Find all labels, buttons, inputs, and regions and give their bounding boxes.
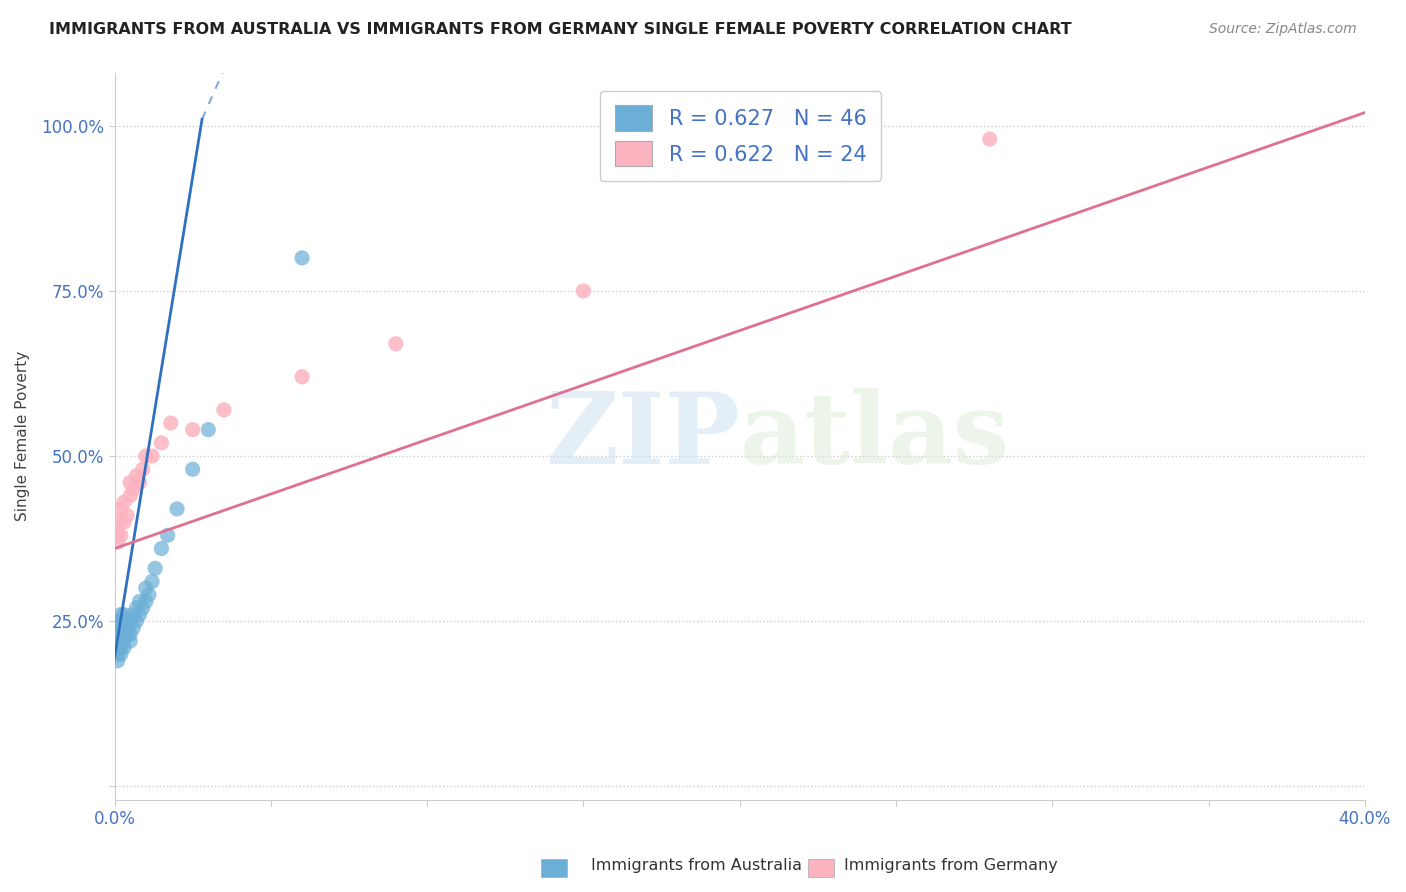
Point [143,561,166,575]
Point [181,462,204,476]
Text: Source: ZipAtlas.com: Source: ZipAtlas.com [1209,22,1357,37]
Point [122,607,145,622]
Point [385,336,408,351]
Point [120,489,142,503]
Text: Immigrants from Australia: Immigrants from Australia [591,858,801,872]
Point [110,627,132,641]
Point [128,475,150,490]
Text: Immigrants from Germany: Immigrants from Germany [844,858,1057,872]
Point [110,640,132,655]
Y-axis label: Single Female Poverty: Single Female Poverty [15,351,30,522]
Point [122,621,145,635]
Point [138,588,160,602]
Point [150,435,173,450]
Point [107,627,129,641]
Point [197,423,219,437]
Point [107,614,129,628]
Point [120,634,142,648]
Point [110,621,132,635]
Point [115,627,138,641]
Point [112,607,135,622]
Point [979,132,1001,146]
Point [131,462,153,476]
Point [212,402,235,417]
Point [110,614,132,628]
Point [128,594,150,608]
Point [135,449,157,463]
Point [107,627,129,641]
Point [110,634,132,648]
Point [120,627,142,641]
Point [115,508,138,523]
Point [572,284,595,298]
Point [107,621,129,635]
Point [141,449,163,463]
Point [120,614,142,628]
Point [107,528,129,542]
Point [110,528,132,542]
Text: IMMIGRANTS FROM AUSTRALIA VS IMMIGRANTS FROM GERMANY SINGLE FEMALE POVERTY CORRE: IMMIGRANTS FROM AUSTRALIA VS IMMIGRANTS … [49,22,1071,37]
Text: ZIP: ZIP [544,388,740,484]
Point [115,621,138,635]
Point [107,535,129,549]
Point [125,601,148,615]
Point [291,369,314,384]
Point [166,502,188,516]
Point [107,634,129,648]
Point [120,475,142,490]
Text: atlas: atlas [740,388,1010,484]
Point [131,601,153,615]
Legend: R = 0.627   N = 46, R = 0.622   N = 24: R = 0.627 N = 46, R = 0.622 N = 24 [600,91,882,181]
Point [125,614,148,628]
Point [291,251,314,265]
Point [107,634,129,648]
Point [112,515,135,529]
Point [156,528,179,542]
Point [107,654,129,668]
Point [128,607,150,622]
Point [107,515,129,529]
Point [110,607,132,622]
Point [107,647,129,661]
Point [112,621,135,635]
Point [112,627,135,641]
Point [110,502,132,516]
Point [181,423,204,437]
Point [141,574,163,589]
Point [112,634,135,648]
Point [125,468,148,483]
Point [135,581,157,595]
Point [115,614,138,628]
Point [135,594,157,608]
Point [112,614,135,628]
Point [159,416,181,430]
Point [112,495,135,509]
Point [150,541,173,556]
Point [110,647,132,661]
Point [122,482,145,496]
Point [112,640,135,655]
Point [107,640,129,655]
